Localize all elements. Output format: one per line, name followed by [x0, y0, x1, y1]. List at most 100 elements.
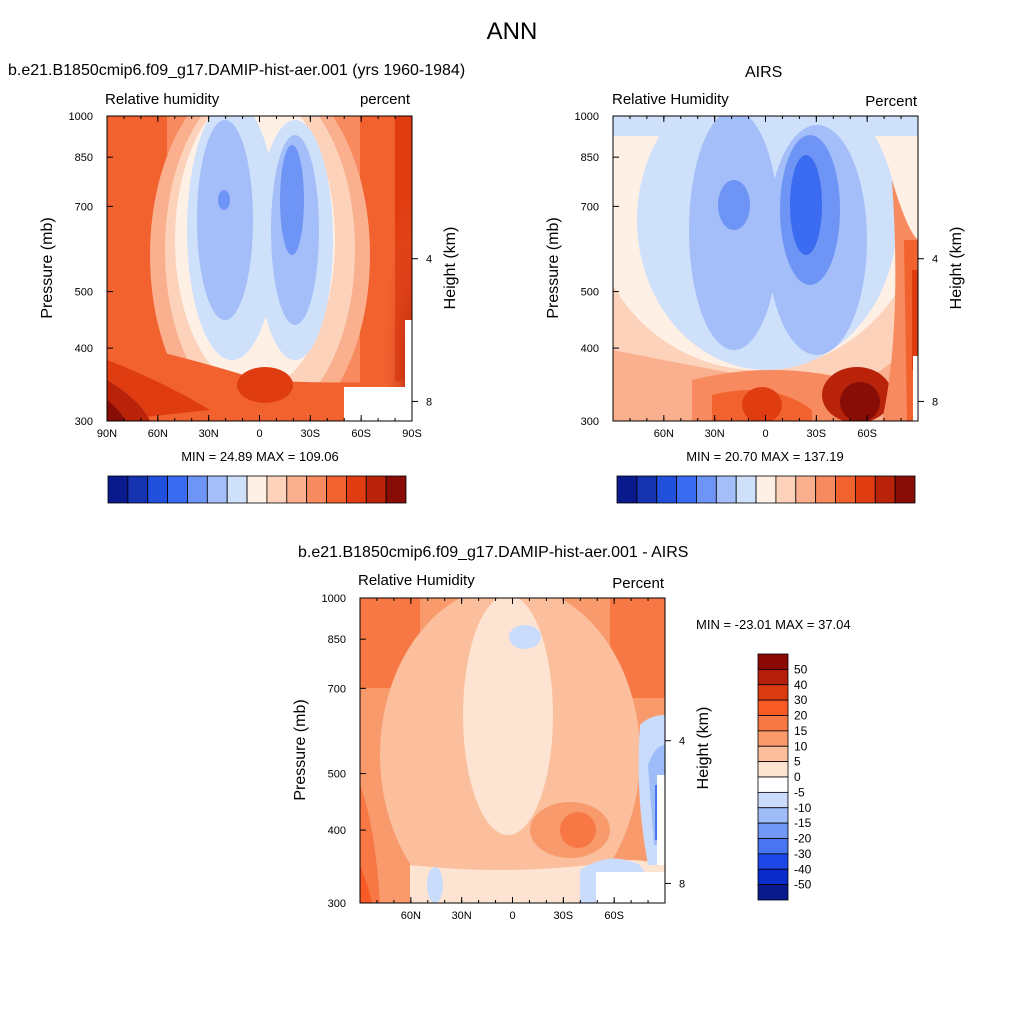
panel3-colorbar-label: 40 [794, 678, 808, 692]
panel2-y-tick-label: 700 [581, 201, 599, 213]
panel1-x-tick-label: 60S [351, 428, 371, 440]
panel3-y-tick-label: 400 [328, 825, 346, 837]
panel3-colorbar-label: -10 [794, 801, 812, 815]
panel3-y-tick-label: 500 [328, 769, 346, 781]
panel1-y2-tick-label: 4 [426, 254, 432, 266]
panel2-x-tick-label: 30N [705, 428, 725, 440]
panel3-left-string: Relative Humidity [358, 572, 475, 589]
panel2-colorbar-box [894, 475, 916, 504]
panel1-chart: 90N 60N 30N 0 30S 60S 90S 300 400 500 700 850 1000 8 4… [39, 91, 459, 510]
panel3-colorbar-box [757, 761, 789, 778]
panel1-colorbar-box [246, 475, 268, 504]
panel2-left-string: Relative Humidity [612, 91, 729, 108]
panel3-colorbar-box [757, 699, 789, 716]
panel1-colorbar-box [365, 475, 387, 504]
panel3-colorbar-box [757, 730, 789, 747]
panel3-colorbar-box [757, 868, 789, 886]
panel1-colorbar-box [326, 475, 347, 504]
panel2-x-tick-label: 30S [807, 428, 827, 440]
panel3-x-tick-label: 60S [604, 910, 624, 922]
panel1-x-tick-label: 0 [256, 428, 262, 440]
panel2-colorbar-label: 15 [660, 509, 674, 510]
panel2-colorbar-box [676, 475, 697, 504]
panel3-colorbar-label: 30 [794, 693, 808, 707]
panel1-x-tick-label: 60N [148, 428, 168, 440]
panel2-colorbar-box [616, 475, 638, 504]
panel3-colorbar-box [757, 745, 789, 763]
panel3-colorbar-box [757, 791, 789, 809]
panel2-colorbar-box [715, 475, 737, 504]
panel1-colorbar-box [107, 475, 129, 504]
panel1-colorbar-box [147, 475, 169, 504]
panel1-y-tick-label: 1000 [69, 111, 93, 123]
panel3-colorbar-box [757, 653, 789, 670]
panel2-colorbar-box [795, 475, 817, 504]
panel1-colorbar-label: 85 [350, 509, 364, 510]
panel2-x-tick-label: 0 [762, 428, 768, 440]
panel2-colorbar-label: 60 [779, 509, 793, 510]
panel3-colorbar-label: -50 [794, 878, 812, 892]
panel1-minmax: MIN = 24.89 MAX = 109.06 [181, 449, 339, 464]
panel1-colorbar-box [206, 475, 228, 504]
panel2-ylabel-right: Height (km) [948, 227, 965, 310]
panel1-colorbar-box [286, 475, 308, 504]
panel3-colorbar-box [757, 838, 789, 855]
panel3-colorbar-label: 20 [794, 709, 808, 723]
panel1-ylabel: Pressure (mb) [39, 217, 56, 318]
panel3-x-tick-label: 30N [452, 910, 472, 922]
panel3-ylabel-right: Height (km) [695, 707, 712, 790]
panel1-colorbar-box [127, 475, 149, 504]
panel2-x-tick-label: 60N [654, 428, 674, 440]
panel3-x-tick-label: 0 [509, 910, 515, 922]
panel2-colorbar-box [636, 475, 658, 504]
panel1-colorbar-box [385, 475, 407, 504]
panel1-x-tick-label: 30N [199, 428, 219, 440]
panel1-colorbar-label: 5 [115, 509, 122, 510]
panel3-ylabel: Pressure (mb) [292, 699, 309, 800]
panel3-contours [360, 598, 665, 903]
panel3-colorbar-label: -15 [794, 816, 812, 830]
panel3-colorbar-box [757, 822, 789, 839]
panel2-colorbar-label: 5 [624, 509, 631, 510]
panel1-colorbar-box [345, 475, 367, 504]
panel2-y-tick-label: 850 [581, 152, 599, 164]
panel1-colorbar-label: 15 [151, 509, 165, 510]
panel3-colorbar-box [757, 776, 789, 793]
panel2-x-tick-label: 60S [857, 428, 877, 440]
panel1-y-tick-label: 700 [75, 201, 93, 213]
panel3-colorbar-box [757, 807, 789, 824]
panel3-colorbar-box [757, 853, 789, 870]
panel3-colorbar-box [757, 715, 789, 732]
panel3-colorbar-label: 50 [794, 662, 808, 676]
panel3-y2-tick-label: 8 [679, 878, 685, 890]
panel2-y-tick-label: 500 [581, 287, 599, 299]
panel3-colorbar-box [757, 668, 789, 686]
panel1-colorbar-label: 40 [230, 509, 244, 510]
panel3-minmax: MIN = -23.01 MAX = 37.04 [696, 617, 851, 632]
panel3-colorbar-label: 0 [794, 770, 801, 784]
panel1-colorbar-box [266, 475, 288, 504]
panel1-colorbar-box [226, 475, 248, 504]
panel1-x-tick-label: 30S [301, 428, 321, 440]
panel1-ylabel-right: Height (km) [442, 227, 459, 310]
panel1-colorbar-label: 60 [270, 509, 284, 510]
panel1-colorbar-label: 25 [191, 509, 205, 510]
panel2-colorbar-box [815, 475, 836, 504]
panel1-x-tick-label: 90N [97, 428, 117, 440]
panel2-colorbar-label: 75 [819, 509, 833, 510]
panel3-title: b.e21.B1850cmip6.f09_g17.DAMIP-hist-aer.… [298, 544, 689, 561]
panel2-colorbar-box [656, 475, 678, 504]
panel3-y2-tick-label: 4 [679, 736, 685, 748]
panel1-y-tick-label: 300 [75, 416, 93, 428]
panel1-contours [107, 116, 412, 421]
panel3-x-tick-label: 60N [401, 910, 421, 922]
panel2-colorbar-label: 95 [898, 509, 912, 510]
panel2-colorbar-box [696, 475, 717, 504]
panel1-colorbar-box [167, 475, 188, 504]
panel1-x-tick-label: 90S [402, 428, 422, 440]
panel1-colorbar-box [306, 475, 327, 504]
panel2-minmax: MIN = 20.70 MAX = 137.19 [686, 449, 844, 464]
panel1-colorbar-label: 95 [389, 509, 403, 510]
panel2-title: AIRS [745, 64, 783, 81]
panel2-contours [613, 116, 918, 421]
